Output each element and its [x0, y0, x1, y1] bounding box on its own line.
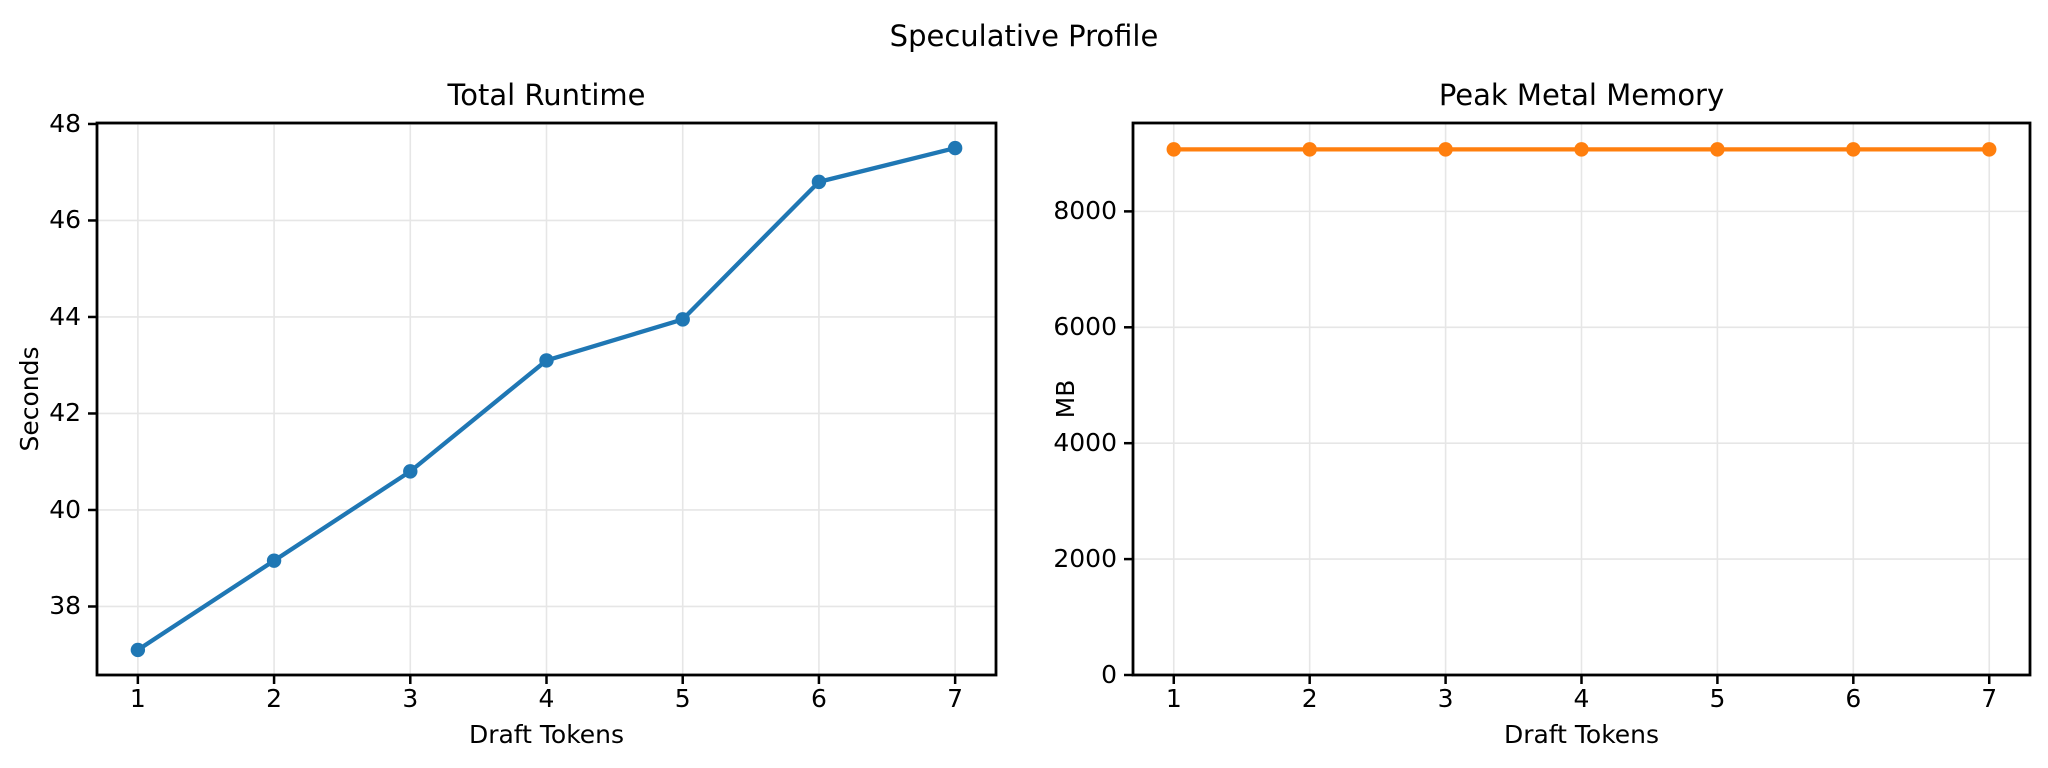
data-point-marker [1710, 142, 1725, 157]
data-point-marker [1982, 142, 1997, 157]
data-point-marker [1846, 142, 1861, 157]
x-tick-label: 2 [1301, 684, 1318, 713]
x-tick-label: 5 [674, 684, 691, 713]
x-tick-label: 4 [538, 684, 555, 713]
x-tick-label: 6 [810, 684, 827, 713]
data-point-marker [1302, 142, 1317, 157]
y-tick-label: 46 [49, 205, 81, 235]
y-tick-label: 38 [49, 591, 81, 621]
y-tick-label: 48 [49, 108, 81, 138]
x-axis-label: Draft Tokens [468, 720, 625, 749]
figure-suptitle: Speculative Profile [889, 19, 1159, 53]
x-tick-label: 4 [1573, 684, 1590, 713]
y-tick-label: 42 [49, 398, 81, 428]
data-point-marker [811, 174, 827, 190]
chart-title: Peak Metal Memory [1438, 78, 1725, 112]
data-point-marker [130, 642, 146, 658]
y-tick-label: 8000 [1053, 196, 1117, 226]
y-tick-label: 0 [1101, 660, 1117, 689]
data-point-marker [675, 312, 690, 327]
data-point-marker [539, 353, 554, 368]
data-point-marker [1574, 142, 1589, 157]
x-tick-label: 1 [1165, 684, 1182, 713]
x-tick-label: 3 [1437, 684, 1454, 713]
y-tick-label: 44 [49, 301, 81, 331]
y-tick-label: 2000 [1053, 544, 1117, 574]
x-tick-label: 3 [402, 684, 419, 713]
x-tick-label: 7 [1981, 684, 1998, 713]
x-tick-label: 2 [266, 684, 283, 713]
data-point-marker [266, 553, 282, 568]
data-point-marker [1166, 142, 1181, 157]
plot-area [88, 121, 998, 684]
x-tick-label: 6 [1845, 684, 1862, 713]
y-tick-label: 40 [49, 494, 81, 524]
x-axis-label: Draft Tokens [1503, 720, 1660, 749]
data-point-marker [403, 464, 418, 479]
chart-title: Total Runtime [447, 78, 646, 112]
x-tick-label: 1 [129, 684, 146, 713]
x-tick-label: 5 [1709, 684, 1726, 713]
data-point-marker [1438, 142, 1453, 157]
x-tick-label: 7 [947, 684, 964, 713]
y-tick-label: 4000 [1053, 428, 1117, 458]
y-tick-label: 6000 [1053, 312, 1117, 342]
plot-area [1124, 121, 2032, 684]
data-point-marker [947, 140, 963, 156]
